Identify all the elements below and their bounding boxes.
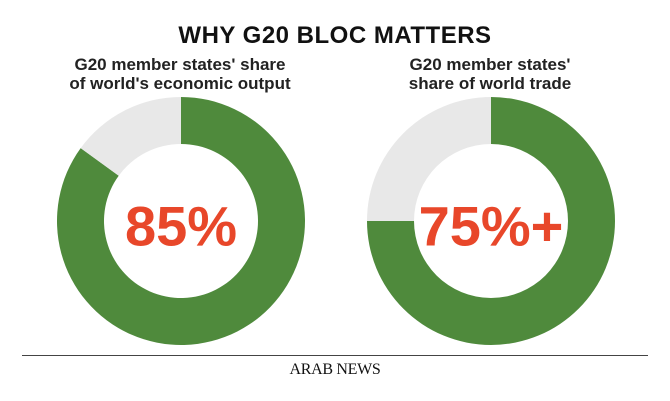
donut-slice-rest-of-world bbox=[367, 97, 491, 221]
footer-divider bbox=[22, 355, 648, 356]
arab-news-logo: ARAB NEWS bbox=[289, 361, 381, 378]
donut-slice-g20 bbox=[56, 97, 306, 345]
left-chart-title-line-2: of world's economic output bbox=[69, 74, 291, 93]
left-chart-title-line-1: G20 member states' share bbox=[74, 55, 286, 74]
right-chart-title-line-1: G20 member states' bbox=[409, 55, 571, 74]
left-chart-title: G20 member states' share of world's econ… bbox=[30, 55, 330, 93]
donut-slice-rest-of-world bbox=[80, 97, 181, 176]
economic-output-donut-chart: 85% bbox=[56, 97, 306, 345]
economic-output-value-label: 85% bbox=[125, 195, 237, 258]
donut-slice-g20 bbox=[367, 97, 615, 345]
right-chart-title: G20 member states' share of world trade bbox=[340, 55, 640, 93]
world-trade-value-label: 75%+ bbox=[419, 195, 564, 258]
right-chart-title-line-2: share of world trade bbox=[408, 74, 572, 93]
world-trade-donut-chart: 75%+ bbox=[367, 97, 615, 345]
infographic-title: WHY G20 BLOC MATTERS bbox=[178, 22, 492, 49]
